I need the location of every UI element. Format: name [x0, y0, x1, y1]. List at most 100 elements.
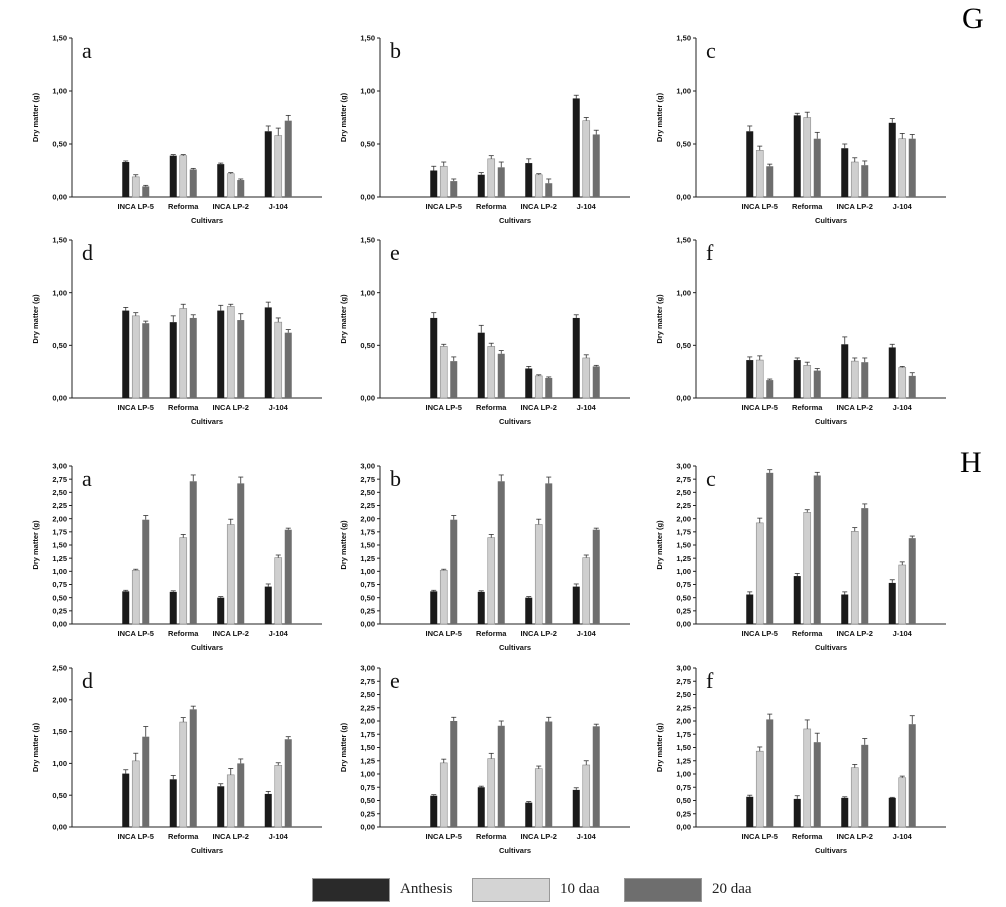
chart-g-d-panel-letter: d [82, 240, 93, 265]
chart-h-f-category-label: INCA LP-2 [837, 832, 873, 841]
chart-h-b-bar-inca-lp-5-10-daa [439, 569, 448, 625]
chart-g-f-bar-inca-lp-2-10-daa [850, 360, 859, 399]
chart-g-b-bar-inca-lp-5-10-daa [439, 165, 448, 198]
chart-h-e-bar-j-104-10-daa [582, 764, 591, 828]
chart-g-e: 0,00 0,50 1,00 1,50 Dry matter (g) e INCA LP-5… [339, 236, 630, 426]
chart-h-e-bar-reforma-10-daa [487, 758, 496, 828]
chart-g-f-bar-inca-lp-5-20-daa [766, 380, 774, 398]
chart-g-c-category-label: INCA LP-2 [837, 202, 873, 211]
chart-g-a-bar-reforma-anthesis [169, 155, 177, 197]
chart-h-d-bar-inca-lp-2-10-daa [226, 774, 235, 828]
chart-h-d-bar-inca-lp-5-10-daa [131, 760, 140, 828]
chart-h-d: 0,00 0,50 1,00 1,50 2,00 2,50 Dry matter (g) d I… [31, 664, 322, 855]
chart-h-d-bar-j-104-anthesis [264, 793, 272, 827]
chart-g-e-category-label: Reforma [476, 403, 507, 412]
chart-g-a-bar-inca-lp-2-10-daa [226, 173, 235, 198]
chart-h-c-y-tick-label: 2,00 [676, 514, 691, 523]
chart-g-d-category-label: J-104 [269, 403, 289, 412]
chart-g-a-bar-j-104-anthesis [264, 131, 272, 197]
chart-h-f-x-axis-label: Cultivars [815, 846, 847, 855]
chart-g-c-bar-inca-lp-5-20-daa [766, 166, 774, 197]
chart-h-d-y-tick-label: 2,50 [52, 664, 67, 673]
chart-g-a: 0,00 0,50 1,00 1,50 Dry matter (g) a INCA LP-5… [31, 34, 322, 225]
chart-h-e-y-tick-label: 2,25 [360, 703, 375, 712]
chart-g-d: 0,00 0,50 1,00 1,50 Dry matter (g) d INCA LP-5… [31, 236, 322, 426]
chart-h-b-bar-j-104-anthesis [572, 586, 580, 624]
chart-g-a-y-tick-label: 1,50 [52, 34, 67, 43]
legend: Anthesis 10 daa 20 daa [312, 876, 772, 904]
chart-g-a-bar-inca-lp-2-20-daa [237, 180, 245, 197]
chart-g-f-bar-reforma-20-daa [813, 370, 821, 398]
chart-h-d-bar-inca-lp-5-anthesis [122, 773, 130, 827]
chart-g-f-y-tick-label: 1,50 [676, 236, 691, 245]
chart-h-b-x-axis-label: Cultivars [499, 643, 531, 652]
chart-g-b-bar-inca-lp-2-20-daa [545, 183, 553, 197]
chart-h-d-category-label: Reforma [168, 832, 199, 841]
chart-g-d-bar-j-104-20-daa [284, 332, 292, 398]
chart-g-c-category-label: Reforma [792, 202, 823, 211]
chart-h-e-bar-inca-lp-5-anthesis [430, 795, 438, 827]
chart-g-b-bar-inca-lp-5-20-daa [450, 181, 458, 197]
chart-h-b-bar-inca-lp-5-20-daa [450, 519, 458, 624]
chart-h-e-y-tick-label: 2,50 [360, 690, 375, 699]
chart-h-f-y-tick-label: 0,50 [676, 796, 691, 805]
chart-h-e-y-tick-label: 1,25 [360, 756, 375, 765]
chart-h-b-bar-reforma-20-daa [497, 481, 505, 624]
chart-h-c-bar-j-104-anthesis [888, 582, 896, 624]
legend-label-10daa: 10 daa [560, 881, 600, 897]
chart-h-c-y-tick-label: 2,25 [676, 501, 691, 510]
legend-label-anthesis: Anthesis [400, 881, 453, 897]
chart-h-b-y-tick-label: 2,50 [360, 488, 375, 497]
chart-g-d-bar-inca-lp-5-20-daa [142, 323, 150, 398]
chart-g-e-category-label: J-104 [577, 403, 597, 412]
chart-g-d-category-label: INCA LP-5 [118, 403, 154, 412]
chart-g-b-y-tick-label: 0,00 [360, 193, 375, 202]
chart-h-c-y-tick-label: 0,75 [676, 580, 691, 589]
chart-h-b-y-tick-label: 1,75 [360, 527, 375, 536]
chart-g-f-category-label: Reforma [792, 403, 823, 412]
chart-h-a-bar-j-104-20-daa [284, 529, 292, 624]
chart-g-b-bar-inca-lp-2-10-daa [534, 174, 543, 198]
chart-h-f-y-tick-label: 0,00 [676, 823, 691, 832]
chart-h-d-y-tick-label: 0,00 [52, 823, 67, 832]
chart-h-c-bar-j-104-20-daa [908, 538, 916, 624]
chart-g-c-bar-inca-lp-2-anthesis [841, 148, 849, 197]
chart-g-f-x-axis-label: Cultivars [815, 417, 847, 426]
chart-h-b-bar-inca-lp-2-10-daa [534, 524, 543, 625]
chart-h-a-bar-inca-lp-2-20-daa [237, 483, 245, 624]
chart-h-c-bar-reforma-10-daa [803, 512, 812, 625]
chart-h-b-y-tick-label: 3,00 [360, 462, 375, 471]
chart-h-f-y-tick-label: 3,00 [676, 664, 691, 673]
chart-g-c-bar-reforma-20-daa [813, 138, 821, 197]
chart-h-e-category-label: INCA LP-2 [521, 832, 557, 841]
chart-h-e-y-tick-label: 2,75 [360, 677, 375, 686]
chart-h-d-x-axis-label: Cultivars [191, 846, 223, 855]
chart-g-e-bar-j-104-20-daa [592, 366, 600, 398]
chart-g-f-bar-j-104-anthesis [888, 347, 896, 398]
group-label-h: H [960, 446, 982, 479]
chart-g-e-bar-inca-lp-2-10-daa [534, 375, 543, 399]
chart-h-a-bar-inca-lp-5-10-daa [131, 569, 140, 625]
chart-g-d-bar-reforma-anthesis [169, 322, 177, 398]
chart-h-a-y-axis-label: Dry matter (g) [31, 520, 40, 570]
chart-h-c-bar-reforma-anthesis [793, 576, 801, 624]
chart-h-f-bar-reforma-anthesis [793, 798, 801, 827]
chart-h-e-y-tick-label: 0,00 [360, 823, 375, 832]
chart-g-e-x-axis-label: Cultivars [499, 417, 531, 426]
chart-h-c-category-label: INCA LP-5 [742, 629, 778, 638]
chart-h-f-y-tick-label: 2,75 [676, 677, 691, 686]
chart-g-b-y-tick-label: 1,00 [360, 87, 375, 96]
chart-g-d-bar-reforma-20-daa [189, 317, 197, 398]
chart-h-a-bar-inca-lp-5-20-daa [142, 519, 150, 624]
chart-h-f-bar-inca-lp-2-20-daa [861, 744, 869, 827]
chart-h-a-y-tick-label: 2,50 [52, 488, 67, 497]
chart-g-a-panel-letter: a [82, 38, 92, 63]
chart-h-d-y-tick-label: 2,00 [52, 695, 67, 704]
chart-h-f-bar-inca-lp-2-anthesis [841, 797, 849, 827]
chart-g-c-bar-inca-lp-2-20-daa [861, 165, 869, 197]
chart-h-f-y-axis-label: Dry matter (g) [655, 722, 664, 772]
chart-g-a-bar-inca-lp-5-anthesis [122, 162, 130, 197]
chart-g-a-category-label: Reforma [168, 202, 199, 211]
chart-h-c-y-tick-label: 1,00 [676, 567, 691, 576]
chart-g-c-category-label: INCA LP-5 [742, 202, 778, 211]
